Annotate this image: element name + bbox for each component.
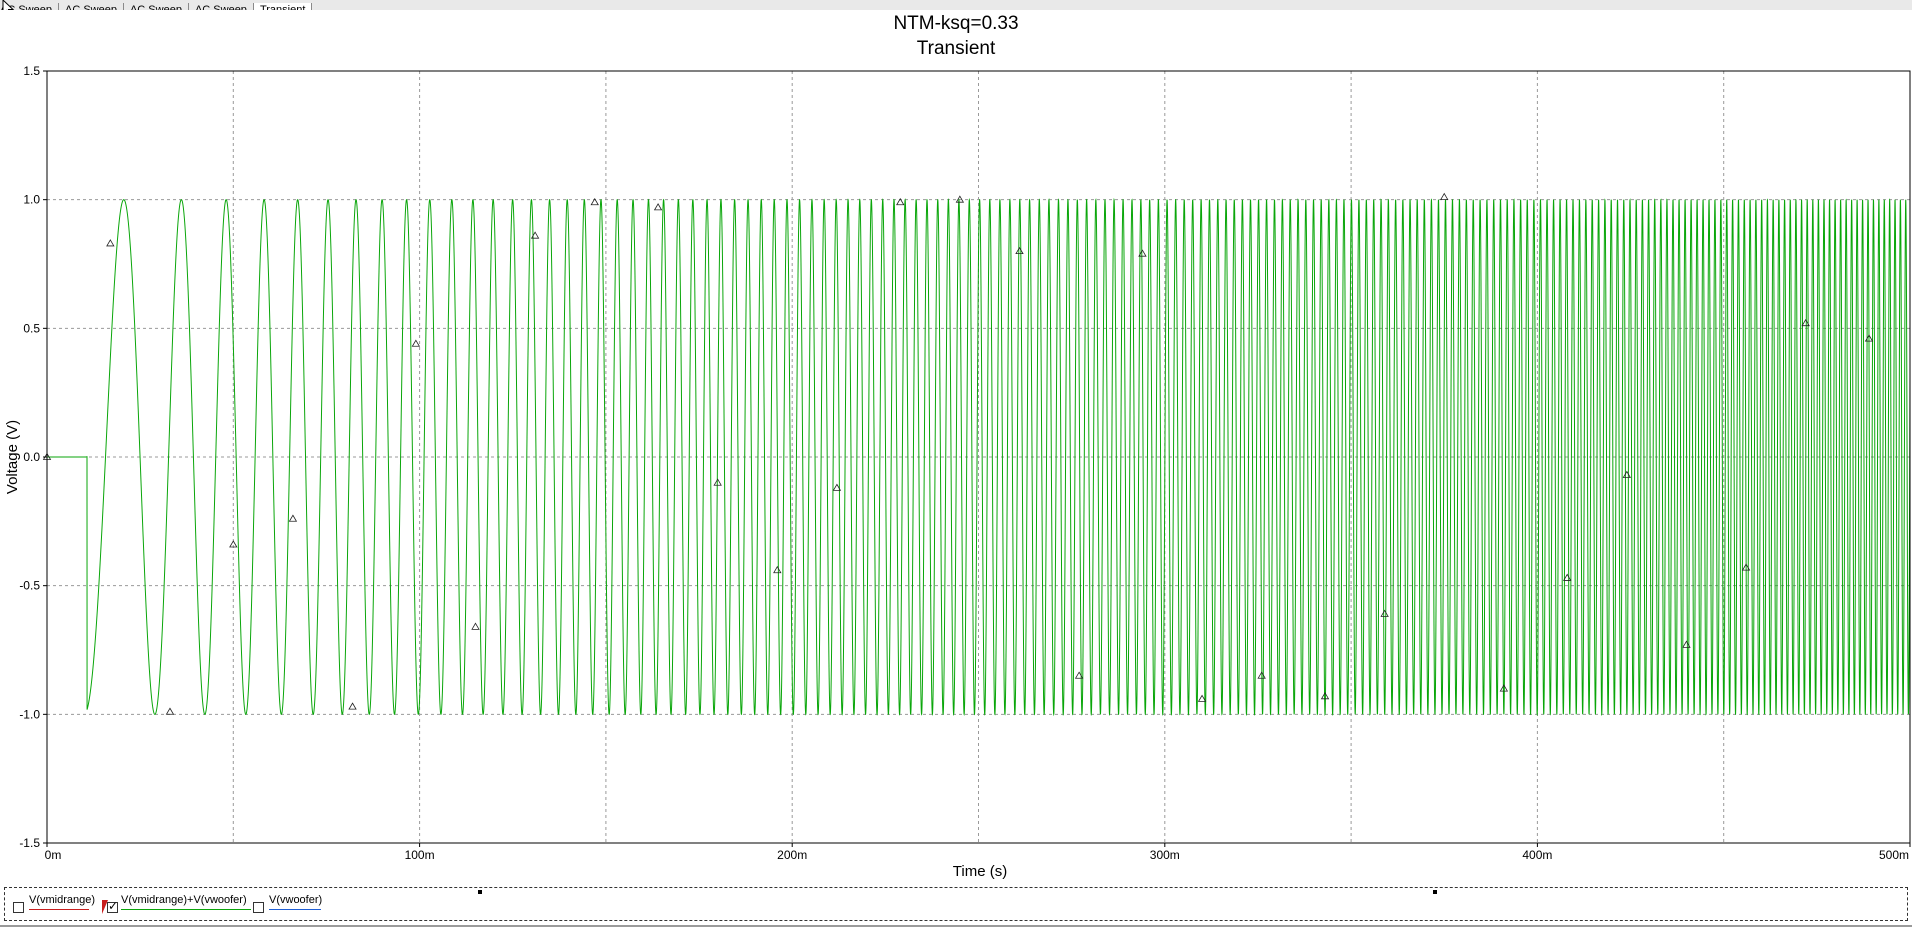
data-marker-triangle-icon [955,195,965,203]
x-tick-label: 300m [1150,848,1180,862]
plot-panel[interactable]: 1.5 1.0 0.5 0.0 -0.5 -1.0 -1.5 0m 100m 200m 300m 4… [0,10,1912,885]
x-tick-label: 500m [1879,848,1909,862]
data-marker-triangle-icon [165,707,175,715]
data-marker-triangle-icon [1741,563,1751,571]
data-marker-triangle-icon [1499,684,1509,692]
legend-item-vmidrange[interactable]: V(vmidrange) [13,894,96,916]
tab-ac-sweep-2[interactable]: AC Sweep [59,3,124,10]
data-marker-triangle-icon [653,203,663,211]
legend-label-vwoofer: V(vwoofer) [269,894,323,906]
data-marker-triangle-icon [1440,192,1449,200]
data-marker-triangle-icon [1015,246,1024,255]
y-tick-label: -0.5 [19,579,40,593]
data-marker-triangle-icon [471,622,480,630]
grid-lines [47,71,1910,843]
x-tick-label: 200m [777,848,807,862]
data-marker-triangle-icon [1682,640,1691,648]
tab-transient[interactable]: Transient [253,3,313,10]
data-marker-triangle-icon [590,197,599,206]
tab-ac-sweep-1[interactable]: AC Sweep [0,3,59,10]
legend-swatch-vwoofer [269,909,321,910]
data-marker-triangle-icon [1563,573,1572,581]
data-marker-triangle-icon [832,483,842,491]
data-marker-triangle-icon [530,231,540,239]
legend-checkbox-sum[interactable] [107,900,118,913]
legend-frame: V(vmidrange) V(vmidrange)+V(vwoofer) V(v… [4,887,1908,921]
y-tick-label: 1.5 [23,64,40,78]
data-marker-triangle-icon [229,540,238,548]
data-marker-triangle-icon [288,514,298,522]
y-tick-label: -1.5 [19,836,40,850]
data-marker-triangle-icon [1864,334,1874,342]
legend-checkbox-vmidrange[interactable] [13,902,24,913]
chart-title: NTM-ksq=0.33 [893,13,1018,34]
data-marker-triangle-icon [1074,671,1084,679]
series-line-sum[interactable] [47,197,1911,717]
legend-item-vwoofer[interactable]: V(vwoofer) [253,894,333,916]
x-axis-ticks: 0m 100m 200m 300m 400m 500m [45,843,1911,862]
chart-subtitle: Transient [917,38,996,59]
x-tick-label: 400m [1522,848,1552,862]
data-marker-triangle-icon [348,702,357,710]
legend-label-vmidrange: V(vmidrange) [29,894,96,906]
y-axis-ticks: 1.5 1.0 0.5 0.0 -0.5 -1.0 -1.5 [19,64,47,850]
legend-item-sum[interactable]: V(vmidrange)+V(vwoofer) [102,894,255,916]
data-marker-triangle-icon [1622,470,1632,478]
y-tick-label: 0.0 [23,450,40,464]
tab-ac-sweep-4[interactable]: AC Sweep [189,3,254,10]
data-marker-triangle-icon [1138,249,1147,257]
data-marker-triangle-icon [1801,318,1810,327]
transient-chart[interactable]: 1.5 1.0 0.5 0.0 -0.5 -1.0 -1.5 0m 100m 200m 300m 4… [0,10,1912,885]
legend-swatch-sum [121,909,251,910]
y-tick-label: 1.0 [23,193,40,207]
data-marker-triangle-icon [713,478,722,486]
legend-label-sum: V(vmidrange)+V(vwoofer) [121,894,247,906]
trace-markers [42,192,1874,715]
legend-bar: V(vmidrange) V(vmidrange)+V(vwoofer) V(v… [0,884,1912,927]
y-tick-label: 0.5 [23,321,40,335]
x-tick-label: 0m [45,848,62,862]
data-marker-triangle-icon [1257,671,1266,679]
window-bottom-edge [0,925,1912,927]
y-axis-label: Voltage (V) [4,420,21,494]
legend-resize-handle[interactable] [478,890,482,894]
selected-series-marker-icon [102,900,108,914]
legend-checkbox-vwoofer[interactable] [253,902,264,913]
data-marker-triangle-icon [773,565,782,574]
legend-resize-handle[interactable] [1433,890,1437,894]
x-tick-label: 100m [405,848,435,862]
data-marker-triangle-icon [1320,692,1330,700]
y-tick-label: -1.0 [19,707,40,721]
trace-group [47,197,1911,717]
data-marker-triangle-icon [896,197,905,206]
tab-ac-sweep-3[interactable]: AC Sweep [124,3,189,10]
legend-swatch-vmidrange [29,909,89,910]
data-marker-triangle-icon [411,339,421,347]
data-marker-triangle-icon [106,239,115,247]
data-marker-triangle-icon [1380,609,1389,617]
data-marker-triangle-icon [1197,694,1207,702]
x-axis-label: Time (s) [953,863,1007,880]
